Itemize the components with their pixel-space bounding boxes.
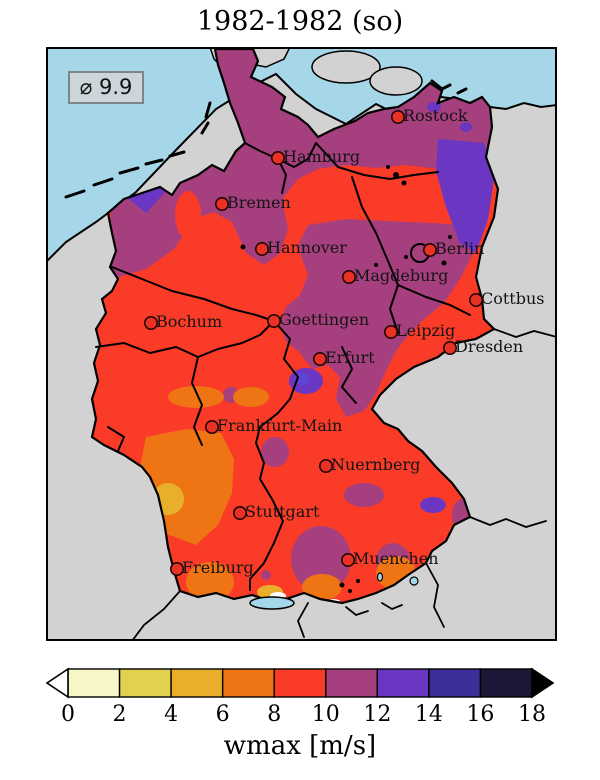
colorbar-tick: 18: [518, 702, 546, 727]
colorbar-over-arrow: [531, 667, 555, 699]
colorbar-tick: 8: [267, 702, 281, 727]
foreign-borders: [131, 328, 557, 641]
colorbar-under-arrow: [45, 667, 69, 699]
colorbar-tick: 6: [216, 702, 230, 727]
map-frame: [46, 47, 557, 641]
colorbar-segment: [273, 668, 327, 698]
city-label: Bremen: [227, 193, 291, 212]
colorbar-tick: 10: [312, 702, 340, 727]
colorbar-tick: 0: [61, 702, 75, 727]
colorbar-segment: [325, 668, 379, 698]
city-marker: [271, 151, 286, 166]
city-marker: [422, 243, 437, 258]
colorbar-tick: 16: [466, 702, 494, 727]
city-label: Dresden: [455, 337, 523, 356]
colorbar-segments: [67, 668, 533, 698]
colorbar-segment: [479, 668, 533, 698]
city-label: Erfurt: [325, 348, 375, 367]
city-marker: [383, 324, 398, 339]
city-label: Goettingen: [279, 310, 369, 329]
city-label: Hamburg: [283, 147, 360, 166]
city-marker: [318, 458, 333, 473]
colorbar-segment: [428, 668, 482, 698]
colorbar-segment: [118, 668, 172, 698]
city-marker: [205, 419, 220, 434]
city-marker: [255, 242, 270, 257]
plot-title: 1982-1982 (so): [196, 6, 404, 37]
map-panel: Hamburg Rostock Bremen Hannover Berlin Magdeb…: [46, 47, 557, 641]
city-label: Leipzig: [396, 321, 455, 340]
colorbar-tick: 4: [164, 702, 178, 727]
mean-badge: ⌀ 9.9: [68, 71, 144, 104]
danish-island: [311, 50, 381, 84]
islands: [64, 79, 468, 199]
city-label: Hannover: [267, 238, 347, 257]
colorbar-tick: 12: [363, 702, 391, 727]
lake: [409, 576, 419, 586]
city-label: Frankfurt-Main: [217, 416, 342, 435]
state-borders: [95, 142, 471, 591]
city-label: Stuttgart: [245, 502, 320, 521]
city-label: Magdeburg: [354, 266, 448, 285]
colorbar-tick: 2: [113, 702, 127, 727]
city-label: Berlin: [435, 239, 484, 258]
colorbar-segment: [221, 668, 275, 698]
city-marker: [267, 313, 282, 328]
city-marker: [233, 505, 248, 520]
city-label: Cottbus: [481, 289, 545, 308]
colorbar-label: wmax [m/s]: [223, 731, 377, 761]
city-marker: [144, 315, 159, 330]
danish-island: [369, 66, 423, 96]
city-marker: [170, 561, 185, 576]
colorbar: 0 2 4 6 8 10 12 14 16 18: [45, 667, 555, 727]
city-label: Muenchen: [353, 549, 439, 568]
city-label: Rostock: [403, 106, 468, 125]
colorbar-ticks: 0 2 4 6 8 10 12 14 16 18: [61, 702, 546, 727]
city-marker: [442, 340, 457, 355]
city-marker: [341, 270, 356, 285]
lake-specks: [240, 165, 452, 593]
colorbar-segment: [170, 668, 224, 698]
city-label: Bochum: [156, 312, 222, 331]
city-marker: [468, 293, 483, 308]
city-marker: [340, 552, 355, 567]
lake: [376, 572, 384, 582]
city-marker: [215, 197, 230, 212]
city-label: Freiburg: [182, 558, 254, 577]
city-markers: Hamburg Rostock Bremen Hannover Berlin Magdeb…: [144, 106, 545, 577]
city-label: Nuernberg: [331, 455, 420, 474]
city-marker: [390, 109, 405, 124]
colorbar-segment: [376, 668, 430, 698]
colorbar-segment: [67, 668, 121, 698]
germany-map: Hamburg Rostock Bremen Hannover Berlin Magdeb…: [46, 47, 557, 641]
city-marker: [312, 351, 327, 366]
lake-constance: [249, 596, 295, 610]
colorbar-tick: 14: [415, 702, 443, 727]
